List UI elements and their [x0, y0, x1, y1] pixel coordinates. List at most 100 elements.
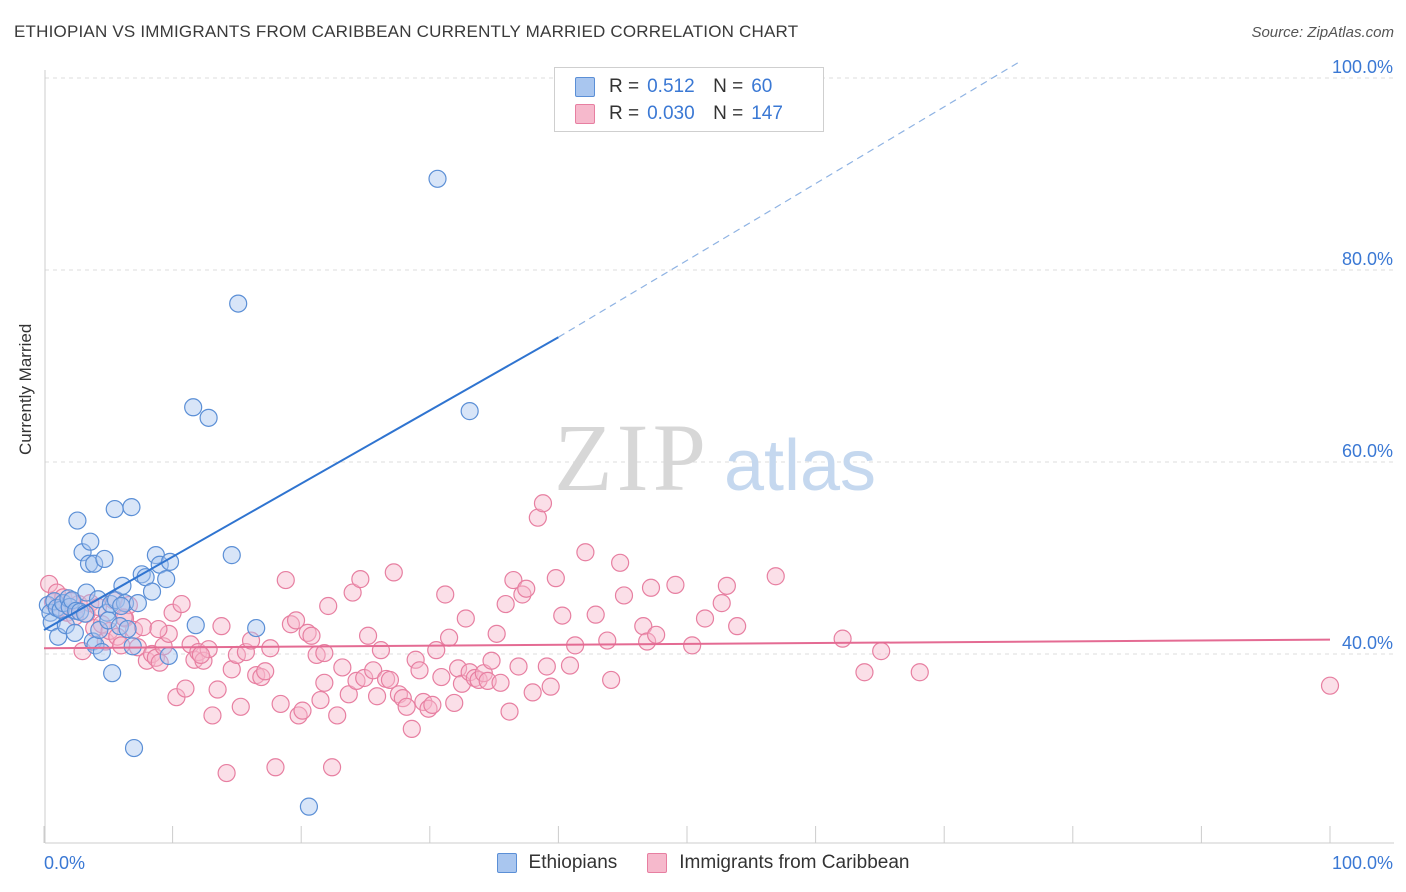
data-point: [666, 575, 685, 594]
data-point: [496, 594, 515, 614]
data-point: [1320, 676, 1340, 695]
data-point: [611, 553, 630, 572]
data-point: [712, 594, 731, 613]
data-point: [364, 661, 383, 680]
data-point: [92, 642, 111, 662]
data-point: [380, 670, 400, 690]
data-point: [384, 563, 403, 582]
data-point: [328, 706, 347, 725]
trendline-ethiopians-extension: [558, 60, 1022, 338]
data-point: [293, 701, 312, 720]
legend-label: Immigrants from Caribbean: [679, 852, 910, 873]
data-point: [108, 627, 127, 646]
data-point: [445, 693, 464, 713]
data-point: [315, 643, 334, 663]
data-point: [68, 511, 87, 530]
data-point: [212, 617, 231, 636]
r-label: R =: [609, 76, 640, 97]
data-point: [614, 586, 634, 605]
trendlines: [43, 60, 1331, 650]
data-point: [598, 631, 617, 650]
data-point: [351, 570, 370, 589]
data-point: [367, 687, 387, 706]
x-tick-label: 0.0%: [44, 853, 85, 873]
gridlines: [45, 77, 1394, 655]
data-point: [122, 498, 141, 517]
data-point: [208, 680, 227, 699]
x-tick-label: 100.0%: [1332, 853, 1393, 873]
data-point: [276, 570, 295, 590]
watermark-atlas: atlas: [724, 426, 876, 506]
data-point: [286, 611, 306, 630]
data-point: [371, 641, 391, 660]
data-point: [460, 402, 479, 421]
data-point: [358, 626, 378, 645]
n-value: 60: [751, 76, 773, 97]
data-point: [176, 679, 195, 698]
data-point: [203, 706, 222, 725]
data-point: [517, 579, 536, 598]
data-point: [124, 738, 144, 758]
data-point: [641, 578, 661, 597]
ethiopian-points: [38, 169, 479, 816]
data-point: [172, 594, 191, 614]
y-axis-label: Currently Married: [16, 323, 35, 455]
data-point: [105, 499, 124, 519]
pink-swatch: [647, 853, 668, 873]
data-point: [339, 685, 358, 704]
watermark-zip: ZIP: [554, 404, 710, 511]
data-point: [766, 567, 785, 586]
data-point: [142, 582, 162, 601]
data-point: [638, 632, 657, 651]
data-point: [261, 639, 280, 658]
data-point: [77, 583, 96, 602]
data-point: [266, 758, 285, 777]
source-label: Source: ZipAtlas.com: [1251, 24, 1394, 41]
tick-labels: 40.0% 60.0% 80.0% 100.0% 0.0% 100.0%: [44, 57, 1393, 873]
data-point: [537, 657, 556, 676]
data-point: [576, 543, 595, 562]
data-point: [229, 294, 248, 313]
data-point: [553, 606, 572, 625]
data-point: [159, 624, 178, 643]
data-point: [491, 673, 510, 692]
data-point: [247, 618, 266, 638]
data-point: [647, 625, 666, 644]
data-point: [76, 604, 95, 623]
data-point: [118, 619, 137, 639]
legend-item-caribbean[interactable]: Immigrants from Caribbean: [647, 852, 909, 874]
r-value: 0.512: [647, 76, 695, 97]
r-label: R =: [609, 103, 640, 124]
data-point: [128, 594, 147, 613]
data-point: [319, 596, 338, 616]
data-point: [428, 169, 447, 188]
data-point: [602, 670, 621, 690]
data-point: [406, 650, 425, 669]
data-point: [872, 642, 891, 661]
data-point: [191, 645, 210, 665]
data-point: [683, 636, 702, 655]
data-point: [231, 697, 250, 716]
data-point: [315, 673, 334, 692]
data-point: [333, 658, 352, 677]
n-value: 147: [751, 103, 783, 124]
data-point: [402, 719, 421, 738]
data-point: [728, 617, 747, 636]
data-point: [85, 554, 104, 573]
data-point: [157, 570, 176, 589]
data-point: [423, 695, 442, 714]
data-point: [695, 609, 715, 628]
data-point: [436, 585, 455, 604]
data-point: [533, 494, 553, 513]
caribbean-points: [40, 494, 1340, 783]
data-point: [528, 508, 547, 527]
data-point: [560, 656, 580, 675]
data-point: [217, 763, 236, 783]
data-point: [123, 637, 142, 656]
data-point: [456, 609, 475, 628]
legend-item-ethiopians[interactable]: Ethiopians: [496, 852, 617, 874]
data-point: [541, 677, 560, 696]
series-legend: Ethiopians Immigrants from Caribbean: [0, 852, 1406, 874]
y-tick-label: 100.0%: [1332, 57, 1393, 77]
